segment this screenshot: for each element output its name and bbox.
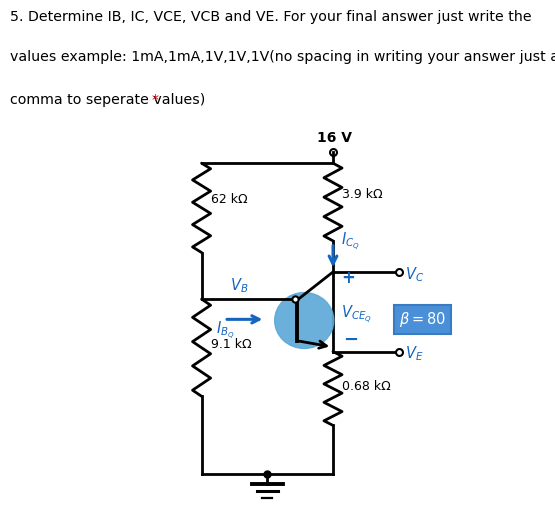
Text: comma to seperate values): comma to seperate values) bbox=[10, 93, 210, 107]
Text: 9.1 kΩ: 9.1 kΩ bbox=[210, 338, 251, 351]
Text: +: + bbox=[341, 269, 355, 287]
Text: 3.9 kΩ: 3.9 kΩ bbox=[342, 188, 382, 201]
Text: 16 V: 16 V bbox=[317, 131, 352, 145]
Text: 62 kΩ: 62 kΩ bbox=[210, 193, 247, 206]
Text: $V_B$: $V_B$ bbox=[230, 277, 249, 295]
Text: 0.68 kΩ: 0.68 kΩ bbox=[342, 380, 391, 393]
Text: 5. Determine IB, IC, VCE, VCB and VE. For your final answer just write the: 5. Determine IB, IC, VCE, VCB and VE. Fo… bbox=[10, 9, 532, 23]
Text: values example: 1mA,1mA,1V,1V,1V(no spacing in writing your answer just a: values example: 1mA,1mA,1V,1V,1V(no spac… bbox=[10, 50, 555, 64]
Text: $\beta = 80$: $\beta = 80$ bbox=[398, 310, 446, 329]
Circle shape bbox=[275, 293, 334, 349]
Text: $V_C$: $V_C$ bbox=[405, 265, 424, 284]
Text: $V_E$: $V_E$ bbox=[405, 344, 423, 363]
Text: $V_{CE_Q}$: $V_{CE_Q}$ bbox=[341, 304, 372, 325]
Text: $I_{C_Q}$: $I_{C_Q}$ bbox=[341, 231, 360, 252]
Text: −: − bbox=[343, 330, 359, 349]
Text: $I_{B_Q}$: $I_{B_Q}$ bbox=[216, 319, 235, 340]
Text: *: * bbox=[152, 93, 158, 107]
